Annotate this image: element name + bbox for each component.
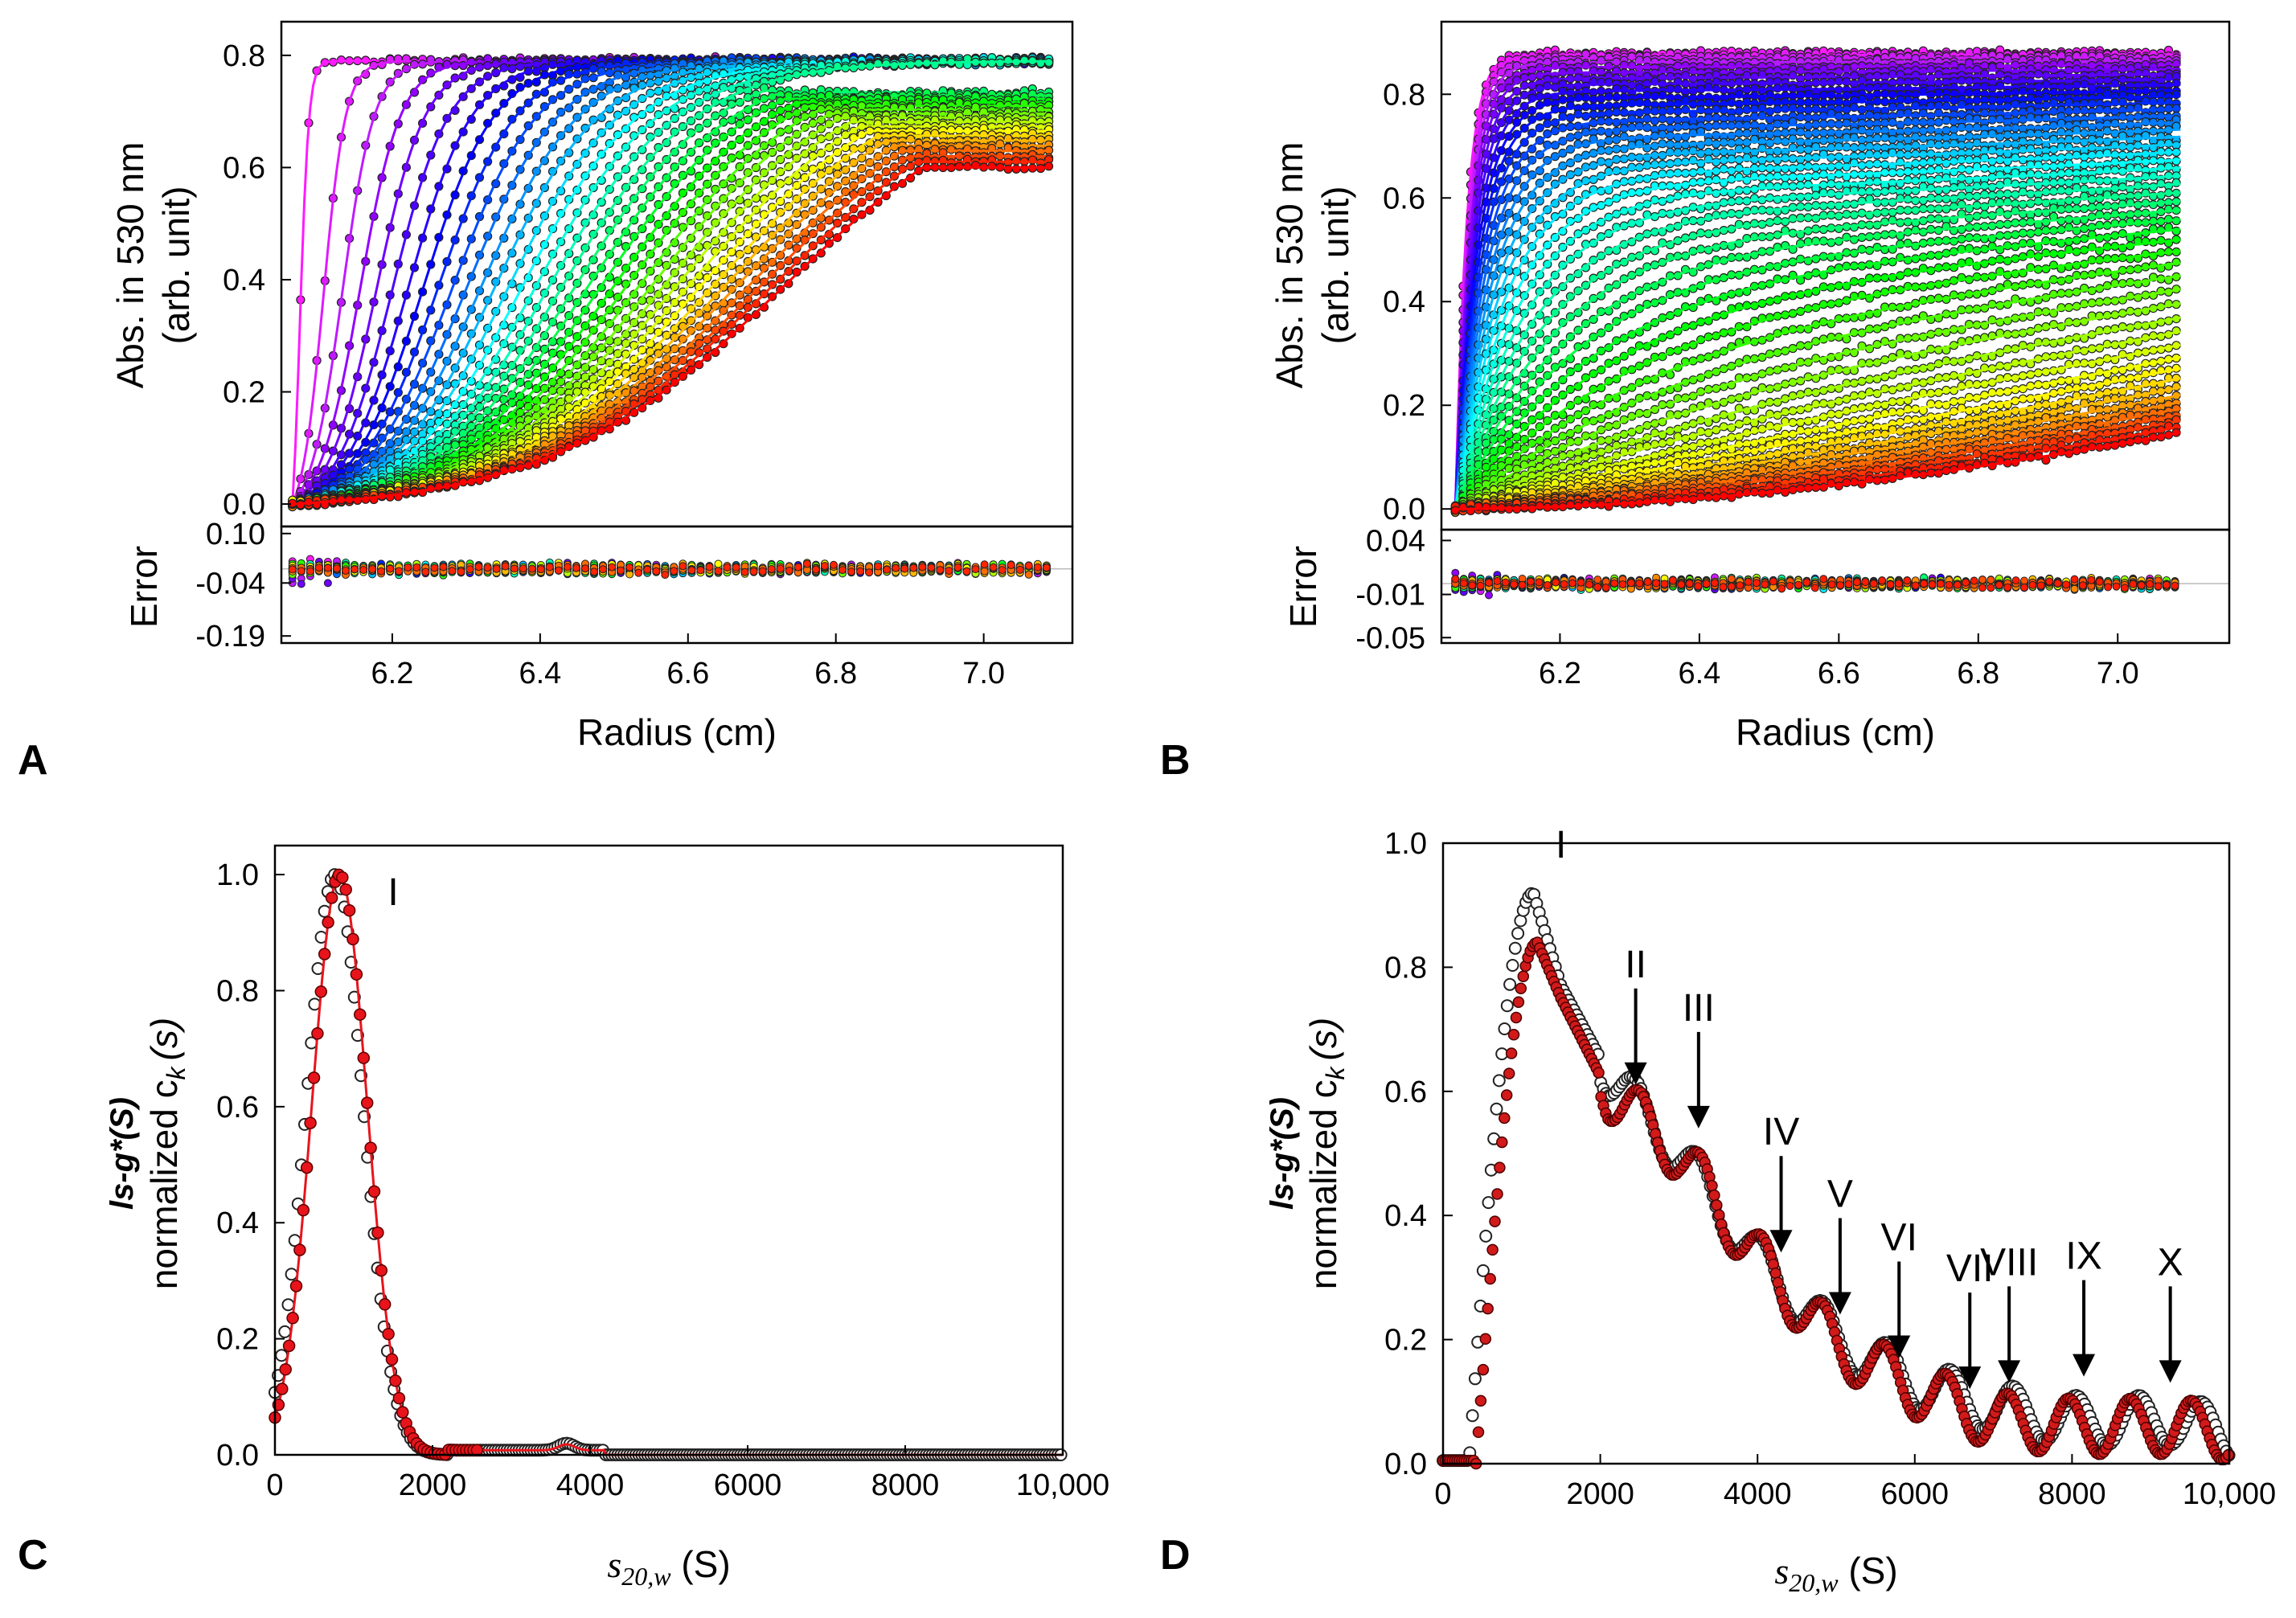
panel-a-residual-point	[643, 565, 652, 574]
panel-a-scan-point	[1019, 164, 1029, 174]
panel-a-residual-point	[288, 565, 297, 574]
panel-a-scan-point	[987, 162, 997, 171]
panel-a-residual-point	[599, 565, 607, 574]
panel-a-residual-point	[625, 563, 634, 571]
panel-a-scan-point	[938, 155, 948, 165]
panel-a-residual-point	[404, 563, 412, 571]
panel-a-residual-point	[439, 563, 448, 571]
panel-a-residual-point	[1024, 570, 1033, 579]
panel-a-residual-point	[980, 567, 989, 576]
panel-a-scan-point	[946, 112, 956, 121]
panel-a-residual-point	[314, 563, 323, 572]
panel-a-residual-point	[519, 564, 527, 573]
panel-a-residual-point	[421, 567, 430, 576]
panel-a-residual-point	[732, 563, 740, 571]
panel-a-residual-point	[767, 565, 776, 573]
panel-a-residual-point	[377, 567, 386, 576]
panel-a-residual-point	[545, 563, 554, 571]
panel-a-scan-point	[1043, 162, 1054, 171]
panel-a-residual-point	[323, 579, 332, 588]
panel-a-residual-point	[563, 563, 572, 571]
panel-a-residual-point	[412, 563, 421, 571]
panel-a-residual-point	[714, 567, 723, 576]
panel-a-residual-point	[696, 566, 705, 575]
panel-a-residual-point	[608, 563, 617, 571]
panel-a-residual-point	[492, 564, 501, 573]
panel-a-residual-point	[670, 567, 679, 576]
panel-a-residual-point	[359, 566, 368, 575]
panel-a-residual-point	[536, 565, 545, 574]
panel-a-residual-point	[687, 566, 696, 575]
panel-a-residual-point	[581, 564, 589, 573]
panel-a-scan-point	[1027, 134, 1037, 144]
panel-a-residual-point	[430, 563, 439, 572]
panel-a-residual-point	[465, 565, 474, 574]
panel-a-scan-point	[897, 60, 908, 71]
panel-a-residual-point	[652, 567, 661, 576]
panel-a-residual-point	[679, 562, 687, 571]
panel-a-residual-point	[386, 564, 395, 573]
panel-a-scan-point	[922, 155, 932, 165]
panel-a-residual-point	[297, 567, 305, 576]
panel-a-residual-point	[714, 559, 723, 568]
panel-a-residual-point	[758, 567, 767, 576]
panel-a-residual-point	[368, 565, 377, 573]
panel-a-residual-point	[297, 580, 305, 588]
panel-a-residual-point	[351, 565, 359, 574]
panel-a-residual-point	[661, 571, 670, 580]
panel-a-residual-point	[323, 563, 332, 572]
panel-a-residual-point	[776, 564, 785, 573]
panel-a-residual-point	[705, 563, 714, 571]
panel-a-residual-point	[749, 567, 758, 576]
panel-a-residual-point	[333, 564, 341, 573]
panel-a-scan-point	[905, 134, 916, 144]
panel-a-residual-point	[510, 564, 519, 573]
panel-a-scans	[288, 51, 1054, 512]
panel-a-scan-point	[946, 145, 956, 154]
panel-a-residual-point	[342, 567, 350, 575]
panel-a-residual-point	[554, 566, 563, 575]
panel-a-residual-point	[723, 563, 732, 571]
panel-a-scan-point	[987, 58, 997, 68]
panel-a-residual-point	[448, 567, 457, 576]
panel-a-residual-point	[634, 568, 643, 577]
panel-a-residual-point	[501, 562, 510, 571]
panel-a-residual-point	[474, 563, 483, 571]
panel-a-residual-point	[305, 567, 314, 576]
panel-a-residual-point	[572, 563, 580, 572]
panel-a-residual-point	[617, 566, 625, 575]
panel-a-residual-point	[785, 567, 793, 575]
panel-a-residual-point	[395, 567, 404, 576]
panel-a: 6.2 6.4 6.6 6.8 7.00.00.20.40.60.80.10-0.04-…	[18, 20, 1074, 784]
panel-a-residual-point	[483, 563, 492, 572]
panel-a-residual-point	[527, 564, 536, 573]
panel-a-residual-point	[740, 567, 749, 576]
panel-a-residual-point	[590, 567, 598, 576]
panel-a-residual-point	[457, 567, 465, 576]
